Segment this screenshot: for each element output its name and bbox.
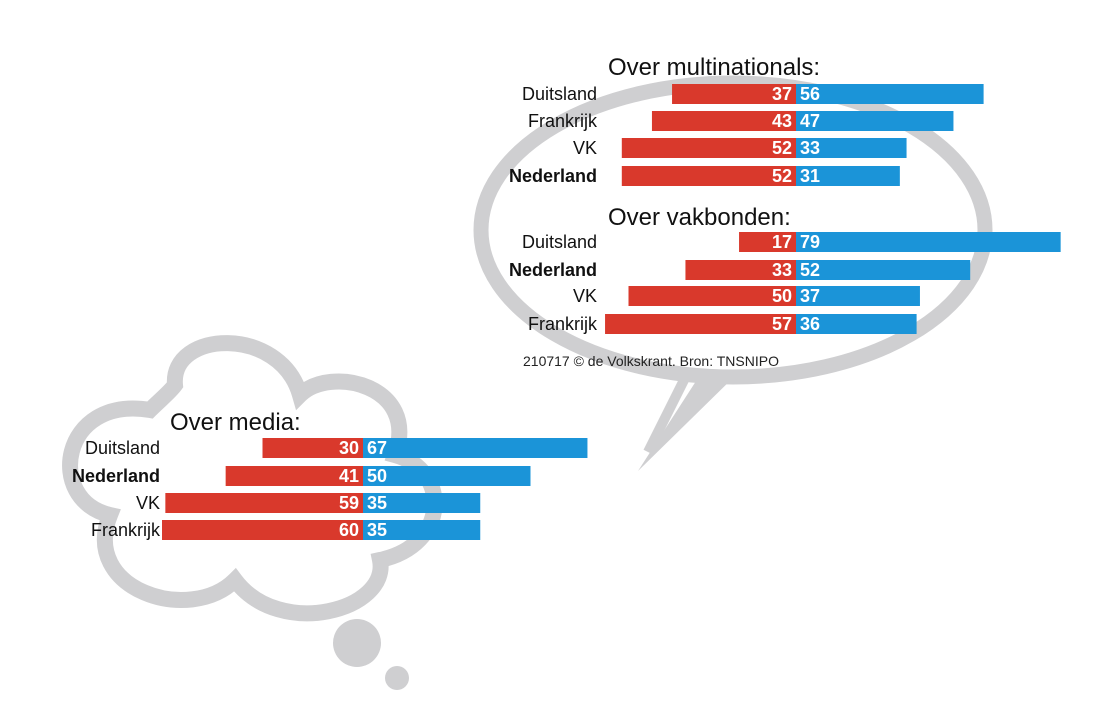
thought-dot-small [385,666,409,690]
data-label-positive: 33 [800,138,820,158]
data-label-negative: 60 [339,520,359,540]
thought-dot-large [333,619,381,667]
charts-layer: Over multinationals: Duitsland 37 56 Frankri… [72,54,1061,540]
chart-title: Over media: [170,409,301,436]
bar-negative [262,438,363,458]
category-label: Nederland [72,466,160,486]
category-label: VK [573,138,597,158]
data-label-negative: 57 [772,314,792,334]
chart-title: Over vakbonden: [608,204,791,231]
data-label-positive: 56 [800,84,820,104]
data-label-positive: 31 [800,166,820,186]
data-label-positive: 50 [367,466,387,486]
data-label-positive: 35 [367,520,387,540]
bar-positive [796,260,971,280]
data-label-positive: 52 [800,260,820,280]
chart-1: Over multinationals: Duitsland 37 56 Frankri… [509,54,984,186]
data-label-negative: 52 [772,166,792,186]
category-label: Duitsland [522,84,597,104]
data-label-positive: 47 [800,111,820,131]
thought-cloud-graphic [62,335,443,622]
bar-positive [796,111,954,131]
bar-positive [796,84,984,104]
category-label: Frankrijk [528,314,598,334]
data-label-negative: 59 [339,493,359,513]
category-label: Nederland [509,166,597,186]
bar-positive [363,493,481,513]
data-label-negative: 52 [772,138,792,158]
category-label: Duitsland [85,438,160,458]
data-label-positive: 37 [800,286,820,306]
speech-bubble-graphic [473,75,993,471]
data-label-positive: 67 [367,438,387,458]
data-label-positive: 36 [800,314,820,334]
bar-positive [796,286,920,306]
chart-title: Over multinationals: [608,54,820,81]
bar-negative [739,232,796,252]
chart-3: Over media: Duitsland 30 67 Nederland 41 50 VK 5… [72,409,588,540]
data-label-negative: 30 [339,438,359,458]
category-label: Duitsland [522,232,597,252]
bar-negative [628,286,796,306]
data-label-positive: 79 [800,232,820,252]
bar-positive [796,314,917,334]
data-label-negative: 50 [772,286,792,306]
category-label: Nederland [509,260,597,280]
data-label-negative: 33 [772,260,792,280]
data-label-negative: 41 [339,466,359,486]
bar-negative [621,138,796,158]
bar-positive [796,138,907,158]
bar-negative [651,111,796,131]
data-label-positive: 35 [367,493,387,513]
bar-negative [165,493,363,513]
category-label: Frankrijk [528,111,598,131]
data-label-negative: 43 [772,111,792,131]
bar-positive [796,232,1061,252]
category-label: VK [136,493,160,513]
bar-negative [672,84,796,104]
data-label-negative: 17 [772,232,792,252]
data-label-negative: 37 [772,84,792,104]
bar-positive [363,520,481,540]
category-label: Frankrijk [91,520,161,540]
bar-negative [162,520,363,540]
bar-positive [363,438,588,458]
bar-positive [796,166,900,186]
bar-negative [621,166,796,186]
bar-negative [685,260,796,280]
category-label: VK [573,286,597,306]
chart-2: Over vakbonden: Duitsland 17 79 Nederland 33 5… [509,204,1061,334]
bar-negative [225,466,363,486]
credit-text: 210717 © de Volkskrant. Bron: TNSNIPO [523,353,779,369]
bar-positive [363,466,531,486]
bar-negative [605,314,796,334]
